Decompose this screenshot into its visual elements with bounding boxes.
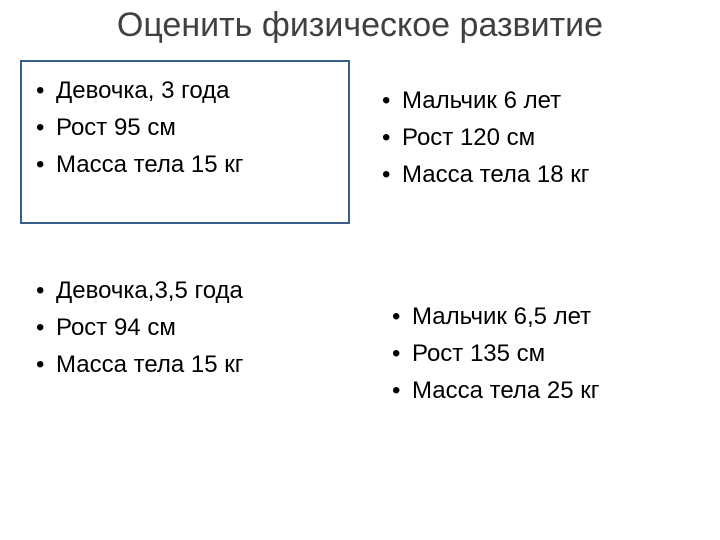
list-item: Мальчик 6,5 лет <box>390 298 600 335</box>
list-item: Девочка,3,5 года <box>34 272 244 309</box>
list-item: Рост 135 см <box>390 335 600 372</box>
list-item: Масса тела 15 кг <box>34 146 244 183</box>
slide: Оценить физическое развитие Девочка, 3 г… <box>0 0 720 540</box>
list-item: Масса тела 18 кг <box>380 156 590 193</box>
list-item: Девочка, 3 года <box>34 72 244 109</box>
list-item: Рост 120 см <box>380 119 590 156</box>
block-boy-6: Мальчик 6 лет Рост 120 см Масса тела 18 … <box>380 82 590 194</box>
list-item: Рост 94 см <box>34 309 244 346</box>
list-item: Рост 95 см <box>34 109 244 146</box>
list-item: Мальчик 6 лет <box>380 82 590 119</box>
slide-title: Оценить физическое развитие <box>0 6 720 45</box>
block-boy-6-5: Мальчик 6,5 лет Рост 135 см Масса тела 2… <box>390 298 600 410</box>
list-item: Масса тела 25 кг <box>390 372 600 409</box>
block-girl-3-5: Девочка,3,5 года Рост 94 см Масса тела 1… <box>34 272 244 384</box>
list-item: Масса тела 15 кг <box>34 346 244 383</box>
block-girl-3: Девочка, 3 года Рост 95 см Масса тела 15… <box>34 72 244 184</box>
